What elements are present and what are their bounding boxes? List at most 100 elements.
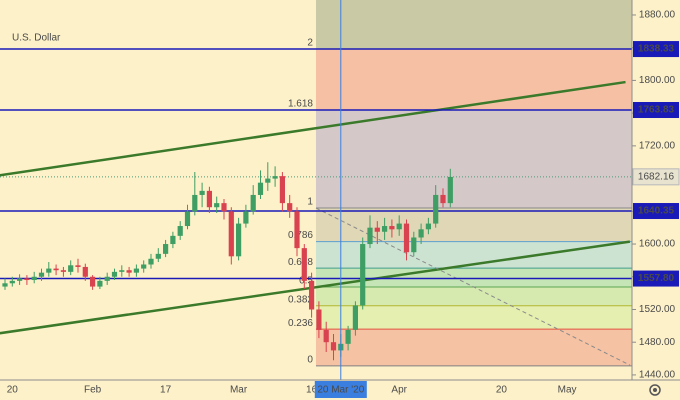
x-tick-label: Feb: [84, 385, 102, 396]
x-tick-label: Apr: [391, 385, 407, 396]
candle-body: [53, 268, 59, 271]
candle-body: [97, 280, 103, 287]
y-tick-label: 1720.00: [639, 141, 676, 152]
y-tick-label: 1520.00: [639, 304, 676, 315]
fib-label: 1: [307, 197, 313, 208]
candle-body: [360, 244, 366, 306]
candle-body: [192, 194, 198, 212]
candle-body: [133, 268, 139, 273]
candle-body: [367, 227, 373, 245]
candle-body: [177, 226, 183, 236]
candle-body: [46, 268, 52, 273]
fib-label: 0.786: [288, 230, 313, 241]
fib-band: [315, 208, 632, 242]
price-tag: [633, 102, 679, 119]
watermark: U.S. Dollar: [12, 33, 61, 44]
candle-body: [418, 229, 424, 238]
candle-body: [250, 194, 256, 212]
fib-label: 0: [307, 355, 313, 366]
candle-body: [236, 223, 242, 257]
candle-body: [345, 329, 351, 344]
candle-body: [17, 278, 23, 281]
candle-body: [323, 329, 329, 343]
candle-body: [403, 223, 410, 253]
fib-label: 2: [307, 38, 313, 49]
last-price-tag: [632, 168, 680, 186]
x-tick-label: May: [558, 385, 577, 396]
candle-body: [163, 244, 169, 254]
price-tag: [633, 203, 679, 220]
candle-body: [24, 278, 30, 281]
fib-label: 0.5: [299, 276, 313, 287]
candle-body: [206, 190, 212, 208]
candle-body: [104, 276, 110, 281]
candle-body: [2, 283, 8, 287]
candle-body: [82, 266, 88, 277]
candle-body: [184, 211, 191, 227]
price-tag-label: 1838.33: [638, 44, 675, 55]
price-axis: [632, 0, 680, 400]
x-tick-label: 16: [306, 385, 318, 396]
candle-body: [126, 270, 132, 273]
candle-body: [111, 271, 118, 277]
candle-body: [214, 203, 220, 208]
y-tick-label: 1600.00: [639, 239, 676, 250]
fib-label: 1.618: [288, 99, 313, 110]
candle-body: [309, 280, 315, 310]
candle-body: [330, 342, 337, 351]
x-tick-label: 20: [7, 385, 19, 396]
candle-body: [243, 211, 249, 224]
trend-line: [0, 80, 626, 177]
axes: 1440.001480.001520.001560.001600.001640.…: [7, 10, 680, 398]
candle-body: [155, 253, 161, 259]
candle-body: [31, 276, 37, 281]
candle-body: [221, 203, 227, 212]
fib-band: [315, 49, 632, 111]
fib-label: 0.236: [288, 318, 313, 329]
x-tick-label: Mar: [230, 385, 248, 396]
y-tick-label: 1440.00: [639, 370, 676, 381]
candle-body: [38, 272, 45, 277]
candle-body: [90, 276, 96, 287]
candle-body: [60, 270, 66, 272]
candle-body: [75, 265, 81, 267]
settings-icon[interactable]: [649, 384, 661, 396]
last-price-label: 1682.16: [638, 171, 675, 182]
plot-area: 0 0.236 0.382 0.5 0.618 0.786 1 1.618 2 U.S. Doll…: [0, 0, 632, 380]
fib-band: [315, 0, 632, 50]
fib-label: 0.618: [288, 257, 313, 268]
x-tick-label: 17: [160, 385, 172, 396]
candle-body: [374, 227, 380, 232]
candle-body: [425, 223, 431, 230]
candle-body: [68, 265, 74, 272]
candle-body: [294, 211, 300, 249]
price-tag: [633, 270, 679, 287]
candle-body: [279, 176, 285, 204]
candle-body: [9, 280, 15, 284]
candle-body: [265, 178, 271, 183]
fib-band: [315, 110, 632, 209]
candle-body: [433, 194, 439, 224]
fib-band: [315, 329, 632, 366]
price-tag-label: 1640.35: [638, 206, 675, 217]
y-tick-label: 1480.00: [639, 337, 676, 348]
fib-band: [315, 286, 632, 306]
price-tag: [633, 41, 679, 58]
y-tick-label: 1800.00: [639, 75, 676, 86]
fib-label: 0.382: [288, 294, 313, 305]
crosshair-tag: [314, 381, 367, 398]
candle-body: [257, 182, 264, 195]
candle-body: [440, 194, 446, 204]
candle-body: [411, 237, 417, 253]
candle-body: [228, 211, 234, 257]
candle-body: [396, 223, 402, 230]
candle-body: [199, 190, 205, 195]
candle-body: [141, 264, 147, 269]
candle-body: [119, 270, 125, 272]
price-tag-label: 1763.83: [638, 105, 675, 116]
fib-band: [315, 268, 632, 287]
candle-body: [352, 305, 358, 330]
candle-body: [382, 226, 388, 232]
